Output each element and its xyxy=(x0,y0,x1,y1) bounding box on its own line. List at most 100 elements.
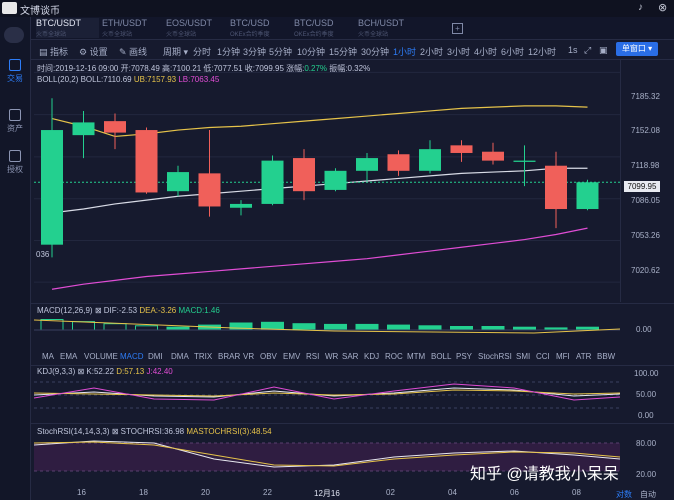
ind-tab-vr[interactable]: VR xyxy=(243,352,255,361)
tab-pair-5[interactable]: BCH/USDT 火币全球站 xyxy=(358,18,421,38)
kdj-settings-icon[interactable]: ⊠ xyxy=(77,367,85,376)
screenshot-icon[interactable]: ▣ xyxy=(599,45,608,55)
ind-tab-trix[interactable]: TRIX xyxy=(194,352,213,361)
macd-info: MACD(12,26,9) ⊠ DIF:-2.53 DEA:-3.26 MACD… xyxy=(37,306,220,315)
chart-icon xyxy=(9,59,21,71)
indicator-button[interactable]: ▤ 指标 xyxy=(39,47,69,57)
log-scale-toggle[interactable]: 对数 xyxy=(616,490,632,499)
draw-button[interactable]: ✎ 画线 xyxy=(119,47,148,57)
ind-tab-mfi[interactable]: MFI xyxy=(556,352,570,361)
interval-8[interactable]: 2小时 xyxy=(420,47,444,57)
interval-0[interactable]: 分时 xyxy=(193,47,212,57)
candlestick-chart[interactable] xyxy=(34,60,620,302)
toolbar: ▤ 指标 ⚙ 设置 ✎ 画线 周期 ▾ 分时 1分钟 3分钟 5分钟 10分钟 … xyxy=(31,40,674,60)
settings-label: 设置 xyxy=(89,47,108,57)
boll-label: BOLL(20,2) xyxy=(37,75,79,84)
sidebar-item-trade[interactable]: 交易 xyxy=(0,59,30,84)
macd-bar xyxy=(103,323,127,331)
kdj-k-line xyxy=(34,387,620,398)
kdj-chart[interactable] xyxy=(34,376,620,410)
ind-tab-sar[interactable]: SAR xyxy=(342,352,359,361)
app-title: 文博谈币 xyxy=(20,6,60,17)
ind-tab-bbw[interactable]: BBW xyxy=(597,352,616,361)
window-mode-select[interactable]: 单窗口 ▾ xyxy=(616,42,658,56)
kdj-k: K:52.22 xyxy=(86,367,114,376)
ind-tab-atr[interactable]: ATR xyxy=(576,352,592,361)
sidebar-item-assets[interactable]: 资产 xyxy=(0,109,30,134)
candle-body xyxy=(576,182,599,210)
ind-tab-psy[interactable]: PSY xyxy=(456,352,473,361)
tab-pair-0[interactable]: BTC/USDT 火币全球站 xyxy=(36,18,99,38)
bell-icon[interactable]: ♪ xyxy=(638,2,643,13)
ind-tab-smi[interactable]: SMI xyxy=(516,352,531,361)
tab-pair-1[interactable]: ETH/USDT 火币全球站 xyxy=(102,18,165,38)
sidebar-item-auth[interactable]: 授权 xyxy=(0,150,30,175)
candle-body xyxy=(104,121,126,133)
stochrsi-ma: MASTOCHRSI(3):48.54 xyxy=(186,427,272,436)
candle-body xyxy=(419,149,441,171)
fullscreen-icon[interactable]: ⤢ xyxy=(584,45,592,55)
interval-11[interactable]: 6小时 xyxy=(501,47,525,57)
ind-tab-mtm[interactable]: MTM xyxy=(407,352,426,361)
pair-sub: 火币全球站 xyxy=(166,32,197,38)
sidebar-item-label: 授权 xyxy=(7,165,23,174)
ind-tab-macd[interactable]: MACD xyxy=(120,352,144,361)
globe-icon[interactable] xyxy=(4,27,24,43)
ind-tab-stochrsi[interactable]: StochRSI xyxy=(478,352,512,361)
ind-tab-rsi[interactable]: RSI xyxy=(306,352,320,361)
auto-scale-toggle[interactable]: 自动 xyxy=(640,490,656,499)
pair-label: EOS/USDT xyxy=(166,18,213,28)
ind-tab-wr[interactable]: WR xyxy=(325,352,339,361)
interval-10[interactable]: 4小时 xyxy=(474,47,498,57)
macd-dif: DIF:-2.53 xyxy=(103,306,138,315)
kdj-label: KDJ(9,3,3) xyxy=(37,367,76,376)
stochrsi-settings-icon[interactable]: ⊠ xyxy=(111,427,119,436)
time-tick: 16 xyxy=(77,488,86,497)
add-tab-button[interactable]: + xyxy=(452,23,463,34)
tab-pair-2[interactable]: EOS/USDT 火币全球站 xyxy=(166,18,229,38)
interval-6[interactable]: 30分钟 xyxy=(361,47,390,57)
macd-settings-icon[interactable]: ⊠ xyxy=(94,306,102,315)
macd-dea: DEA:-3.26 xyxy=(139,306,177,315)
ind-tab-ema[interactable]: EMA xyxy=(60,352,78,361)
ind-tab-dmi[interactable]: DMI xyxy=(148,352,163,361)
macd-chart[interactable] xyxy=(34,316,620,346)
ind-tab-kdj[interactable]: KDJ xyxy=(364,352,380,361)
ind-tab-dma[interactable]: DMA xyxy=(171,352,189,361)
ind-tab-roc[interactable]: ROC xyxy=(385,352,403,361)
interval-7[interactable]: 1小时 xyxy=(393,47,417,57)
interval-4[interactable]: 10分钟 xyxy=(297,47,326,57)
interval-1[interactable]: 1分钟 xyxy=(217,47,241,57)
time-tick: 02 xyxy=(386,488,395,497)
price-tick: 7118.98 xyxy=(631,161,660,170)
ind-tab-obv[interactable]: OBV xyxy=(260,352,277,361)
close-icon[interactable]: ⊗ xyxy=(658,2,668,14)
ind-tab-boll[interactable]: BOLL xyxy=(431,352,452,361)
ind-tab-ma[interactable]: MA xyxy=(42,352,54,361)
interval-9[interactable]: 3小时 xyxy=(447,47,471,57)
period-button[interactable]: 周期 ▾ xyxy=(163,47,189,57)
time-tick: 04 xyxy=(448,488,457,497)
candle-body xyxy=(324,170,347,190)
price-tick: 7185.32 xyxy=(631,92,660,101)
ind-tab-emv[interactable]: EMV xyxy=(283,352,301,361)
ind-tab-volume[interactable]: VOLUME xyxy=(84,352,118,361)
interval-3[interactable]: 5分钟 xyxy=(269,47,293,57)
interval-12[interactable]: 12小时 xyxy=(528,47,557,57)
ind-tab-cci[interactable]: CCI xyxy=(536,352,550,361)
candle-body xyxy=(545,165,567,210)
refresh-rate[interactable]: 1s xyxy=(568,45,578,55)
interval-5[interactable]: 15分钟 xyxy=(329,47,358,57)
macd-bar xyxy=(292,323,316,331)
interval-2[interactable]: 3分钟 xyxy=(243,47,267,57)
stochrsi-chart[interactable] xyxy=(34,437,620,485)
ind-tab-brar[interactable]: BRAR xyxy=(218,352,241,361)
stochrsi-info: StochRSI(14,14,3,3) ⊠ STOCHRSI:36.98 MAS… xyxy=(37,427,272,436)
tab-pair-4[interactable]: BTC/USD OKEx合约季度 xyxy=(294,18,357,38)
kdj-axis-0: 0.00 xyxy=(638,411,654,420)
macd-label: MACD(12,26,9) xyxy=(37,306,93,315)
period-label: 周期 xyxy=(163,47,182,57)
settings-button[interactable]: ⚙ 设置 xyxy=(79,47,108,57)
current-price-tag: 7099.95 xyxy=(624,181,660,192)
tab-pair-3[interactable]: BTC/USD OKEx合约季度 xyxy=(230,18,293,38)
